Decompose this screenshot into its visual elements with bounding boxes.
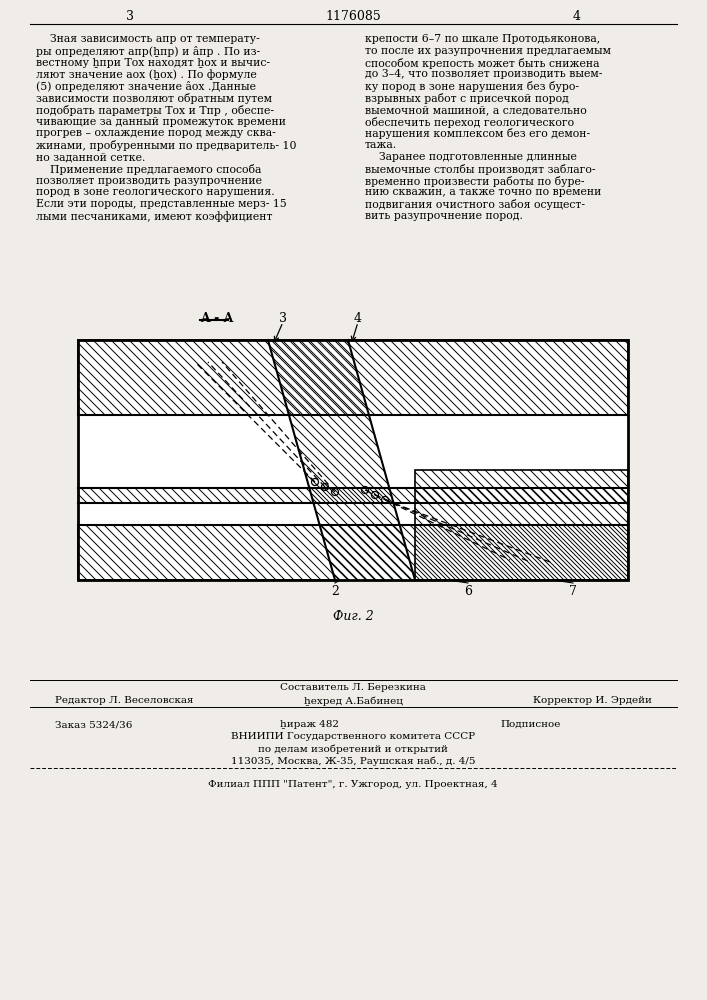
Text: ку пород в зоне нарушения без буро-: ку пород в зоне нарушения без буро-: [365, 81, 579, 92]
Text: Если эти породы, представленные мерз- 15: Если эти породы, представленные мерз- 15: [36, 199, 287, 209]
Bar: [78, 340, 628, 415]
Text: Заранее подготовленные длинные: Заранее подготовленные длинные: [365, 152, 577, 162]
Text: прогрев – охлаждение пород между сква-: прогрев – охлаждение пород между сква-: [36, 128, 276, 138]
Text: временно произвести работы по буре-: временно произвести работы по буре-: [365, 176, 585, 187]
Text: 2: 2: [331, 585, 339, 598]
Text: (5) определяют значение âох .Данные: (5) определяют значение âох .Данные: [36, 81, 256, 92]
Text: тажа.: тажа.: [365, 140, 397, 150]
Text: по делам изобретений и открытий: по делам изобретений и открытий: [258, 744, 448, 754]
Text: то после их разупрочнения предлагаемым: то после их разупрочнения предлагаемым: [365, 46, 611, 56]
Text: позволяет производить разупрочнение: позволяет производить разупрочнение: [36, 176, 262, 186]
Text: Применение предлагаемого способа: Применение предлагаемого способа: [36, 164, 262, 175]
Text: подобрать параметры Tох и Tпр , обеспе-: подобрать параметры Tох и Tпр , обеспе-: [36, 105, 274, 116]
Text: взрывных работ с присечкой пород: взрывных работ с присечкой пород: [365, 93, 569, 104]
Text: Филиал ППП "Патент", г. Ужгород, ул. Проектная, 4: Филиал ППП "Патент", г. Ужгород, ул. Про…: [208, 780, 498, 789]
Text: вестному ẖпри Tох находят ẖох и вычис-: вестному ẖпри Tох находят ẖох и вычис-: [36, 58, 270, 68]
Text: ВНИИПИ Государственного комитета СССР: ВНИИПИ Государственного комитета СССР: [231, 732, 475, 741]
Text: способом крепость может быть снижена: способом крепость может быть снижена: [365, 58, 600, 69]
Text: ẖираж 482: ẖираж 482: [280, 720, 339, 729]
Text: 113035, Москва, Ж-35, Раушская наб., д. 4/5: 113035, Москва, Ж-35, Раушская наб., д. …: [230, 756, 475, 766]
Text: ры определяют aпр(ẖпр) и âпр . По из-: ры определяют aпр(ẖпр) и âпр . По из-: [36, 46, 260, 57]
Text: Зная зависимость aпр от температу-: Зная зависимость aпр от температу-: [36, 34, 259, 44]
Text: до 3–4, что позволяет производить выем-: до 3–4, что позволяет производить выем-: [365, 69, 602, 79]
Text: выемочной машиной, а следовательно: выемочной машиной, а следовательно: [365, 105, 587, 115]
Text: Фиг. 2: Фиг. 2: [332, 610, 373, 623]
Bar: [78, 525, 628, 580]
Bar: [78, 340, 628, 580]
Text: 1176085: 1176085: [325, 10, 381, 23]
Text: 6: 6: [464, 585, 472, 598]
Text: крепости 6–7 по шкале Протодьяконова,: крепости 6–7 по шкале Протодьяконова,: [365, 34, 600, 44]
Text: Редактор Л. Веселовская: Редактор Л. Веселовская: [55, 696, 194, 705]
Text: 4: 4: [354, 312, 362, 325]
Text: лыми песчаниками, имеют коэффициент: лыми песчаниками, имеют коэффициент: [36, 211, 272, 222]
Text: чивающие за данный промежуток времени: чивающие за данный промежуток времени: [36, 117, 286, 127]
Text: но заданной сетке.: но заданной сетке.: [36, 152, 146, 162]
Bar: [78, 340, 628, 580]
Text: выемочные столбы производят заблаго-: выемочные столбы производят заблаго-: [365, 164, 595, 175]
Text: вить разупрочнение пород.: вить разупрочнение пород.: [365, 211, 523, 221]
Text: ẖехред А.Бабинец: ẖехред А.Бабинец: [303, 696, 402, 706]
Polygon shape: [268, 340, 415, 580]
Text: зависимости позволяют обратным путем: зависимости позволяют обратным путем: [36, 93, 272, 104]
Text: 3: 3: [279, 312, 287, 325]
Text: нарушения комплексом без его демон-: нарушения комплексом без его демон-: [365, 128, 590, 139]
Text: 7: 7: [569, 585, 577, 598]
Text: 3: 3: [126, 10, 134, 23]
Text: пород в зоне геологического нарушения.: пород в зоне геологического нарушения.: [36, 187, 274, 197]
Text: Подписное: Подписное: [500, 720, 561, 729]
Text: подвигания очистного забоя осущест-: подвигания очистного забоя осущест-: [365, 199, 585, 210]
Text: Корректор И. Эрдейи: Корректор И. Эрдейи: [533, 696, 652, 705]
Bar: [415, 470, 628, 580]
Text: жинами, пробуренными по предваритель- 10: жинами, пробуренными по предваритель- 10: [36, 140, 296, 151]
Text: 4: 4: [573, 10, 581, 23]
Text: Составитель Л. Березкина: Составитель Л. Березкина: [280, 683, 426, 692]
Text: нию скважин, а также точно по времени: нию скважин, а также точно по времени: [365, 187, 602, 197]
Text: обеспечить переход геологического: обеспечить переход геологического: [365, 117, 574, 128]
Text: Заказ 5324/36: Заказ 5324/36: [55, 720, 132, 729]
Text: ляют значение aох (ẖох) . По формуле: ляют значение aох (ẖох) . По формуле: [36, 69, 257, 80]
Text: A - A: A - A: [200, 312, 233, 325]
